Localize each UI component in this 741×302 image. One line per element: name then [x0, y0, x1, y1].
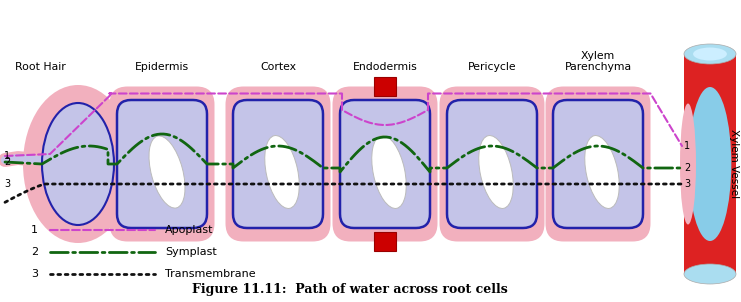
FancyBboxPatch shape	[110, 86, 214, 242]
Text: 2: 2	[4, 157, 10, 167]
Text: Endodermis: Endodermis	[353, 63, 417, 72]
FancyBboxPatch shape	[340, 100, 430, 228]
FancyBboxPatch shape	[545, 86, 651, 242]
Text: 3: 3	[684, 179, 690, 189]
Text: Apoplast: Apoplast	[165, 225, 213, 235]
FancyBboxPatch shape	[117, 100, 207, 228]
Bar	[684, 54, 736, 274]
Ellipse shape	[479, 136, 514, 208]
Ellipse shape	[684, 44, 736, 64]
Text: 3: 3	[31, 269, 38, 279]
FancyBboxPatch shape	[447, 100, 537, 228]
Text: Cortex: Cortex	[260, 63, 296, 72]
FancyBboxPatch shape	[439, 86, 545, 242]
Text: Pericycle: Pericycle	[468, 63, 516, 72]
FancyBboxPatch shape	[225, 86, 330, 242]
Ellipse shape	[693, 47, 727, 60]
Text: 2: 2	[31, 247, 38, 257]
FancyBboxPatch shape	[333, 86, 437, 242]
Text: Epidermis: Epidermis	[135, 63, 189, 72]
Bar	[374, 77, 396, 96]
Ellipse shape	[684, 264, 736, 284]
Text: 1: 1	[4, 151, 10, 161]
Text: Figure 11.11:  Path of water across root cells: Figure 11.11: Path of water across root …	[192, 283, 508, 296]
Text: 3: 3	[4, 179, 10, 189]
FancyBboxPatch shape	[233, 100, 323, 228]
Ellipse shape	[23, 85, 133, 243]
Text: Transmembrane: Transmembrane	[165, 269, 256, 279]
Text: 2: 2	[684, 163, 691, 173]
Ellipse shape	[688, 87, 731, 241]
Text: 1: 1	[684, 141, 690, 151]
Text: Xylem
Parenchyma: Xylem Parenchyma	[565, 51, 631, 72]
FancyBboxPatch shape	[553, 100, 643, 228]
Bar	[374, 233, 396, 251]
Text: Symplast: Symplast	[165, 247, 217, 257]
Ellipse shape	[585, 136, 619, 208]
Text: Root Hair: Root Hair	[15, 63, 65, 72]
Text: Xylem Vessel: Xylem Vessel	[729, 130, 739, 198]
Ellipse shape	[149, 136, 185, 208]
Text: 1: 1	[31, 225, 38, 235]
Ellipse shape	[680, 104, 696, 224]
Ellipse shape	[42, 103, 114, 225]
Ellipse shape	[265, 136, 299, 208]
Ellipse shape	[372, 136, 406, 208]
